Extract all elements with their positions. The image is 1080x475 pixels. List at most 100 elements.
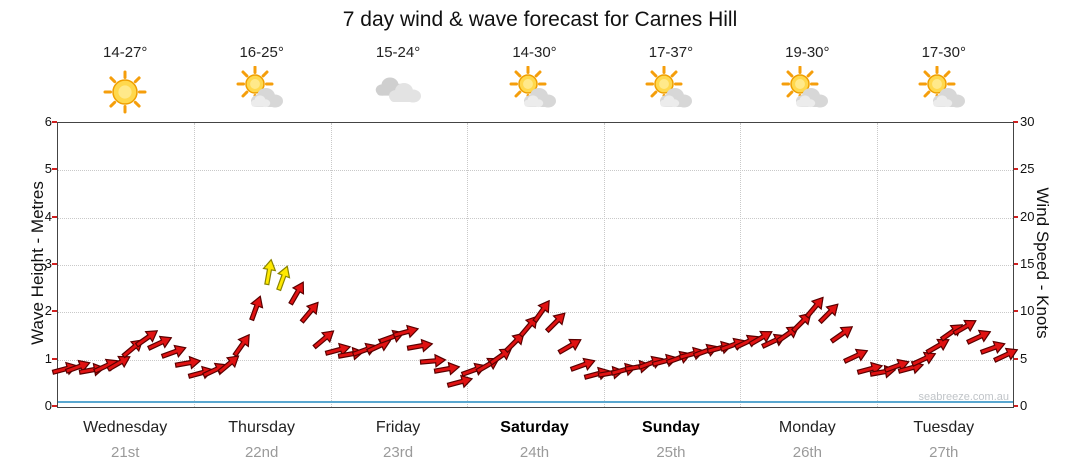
wind-arrow [296, 297, 325, 327]
left-axis-tick-mark [52, 405, 57, 407]
right-axis-tick-mark [1013, 357, 1018, 360]
day-date-label: 25th [656, 444, 686, 461]
partly-cloudy-icon [916, 65, 972, 118]
wind-arrow [445, 372, 475, 393]
forecast-chart-plot-area: seabreeze.com.au [51, 122, 1019, 408]
day-temperature-range: 17-37° [648, 44, 694, 61]
watermark: seabreeze.com.au [918, 391, 1010, 403]
day-temperature-range: 14-27° [103, 44, 148, 61]
wind-arrow [950, 313, 981, 339]
day-temperature-range: 14-30° [512, 44, 557, 61]
wind-arrow [827, 320, 858, 348]
wind-arrow-strong [260, 257, 279, 286]
left-axis-tick-mark [52, 121, 57, 123]
wind-arrow [145, 330, 176, 355]
right-axis-tick-label: 20 [1020, 208, 1035, 224]
cloudy-icon [370, 66, 426, 118]
day-date-label: 23rd [383, 444, 414, 461]
wind-arrow [528, 296, 556, 327]
wind-arrow [568, 354, 599, 377]
left-axis-tick-mark [52, 168, 57, 171]
day-temperature-range: 17-30° [921, 44, 966, 61]
left-axis-tick-label: 2 [44, 303, 52, 319]
left-axis-tick-label: 5 [44, 161, 52, 177]
wind-arrow [500, 327, 530, 357]
vertical-gridline [330, 123, 332, 407]
wind-arrow [323, 339, 353, 360]
right-axis-tick-label: 0 [1020, 398, 1028, 413]
wind-arrow [909, 346, 940, 371]
day-name-label: Monday [778, 419, 836, 436]
wind-arrow-strong [271, 263, 294, 294]
day-temperature-range: 16-25° [239, 44, 284, 61]
left-axis-tick-mark [52, 310, 57, 313]
day-name-label: Tuesday [913, 419, 975, 436]
wind-arrow [131, 324, 162, 352]
day-temperature-range: 15-24° [375, 44, 421, 61]
right-axis-tick-mark [1013, 263, 1018, 265]
wind-arrow [486, 342, 517, 370]
day-date-label: 24th [519, 444, 550, 461]
vertical-gridline [194, 123, 196, 407]
left-axis-tick-mark [52, 263, 57, 265]
horizontal-gridline [58, 170, 1013, 172]
wind-arrow [284, 278, 310, 309]
wind-arrow [405, 337, 434, 356]
wind-arrow [814, 298, 844, 328]
right-axis-tick-mark [1013, 168, 1018, 171]
wind-arrow [309, 324, 339, 353]
day-name-label: Saturday [500, 419, 569, 436]
wind-arrow [745, 325, 776, 351]
left-axis-tick-mark [52, 215, 57, 218]
right-axis-tick-mark [1013, 121, 1018, 123]
left-axis-tick-label: 0 [44, 398, 52, 413]
wind-arrow [228, 330, 256, 361]
wind-arrow [801, 291, 830, 321]
day-name-label: Wednesday [83, 419, 168, 436]
wind-arrow [541, 307, 571, 337]
wind-arrow [923, 333, 954, 359]
wind-arrow [991, 342, 1022, 367]
right-axis-tick-label: 10 [1020, 303, 1035, 319]
wind-arrow [841, 343, 872, 368]
right-axis-tick-label: 25 [1020, 161, 1035, 177]
wind-arrow [554, 333, 585, 359]
horizontal-gridline [58, 265, 1013, 266]
left-axis-tick-mark [52, 357, 57, 360]
day-name-label: Sunday [642, 419, 700, 436]
day-date-label: 27th [929, 444, 959, 461]
partly-cloudy-icon [507, 65, 563, 118]
right-axis-tick-mark [1013, 215, 1018, 218]
wind-arrow [104, 350, 135, 376]
sunny-icon [97, 66, 153, 118]
day-name-label: Friday [375, 419, 421, 436]
vertical-gridline [603, 123, 605, 407]
vertical-gridline [876, 123, 878, 407]
horizontal-gridline [58, 359, 1013, 361]
wave-height-line [58, 401, 1013, 404]
horizontal-gridline [58, 312, 1013, 314]
left-axis-tick-label: 6 [44, 114, 52, 129]
day-name-label: Thursday [228, 419, 295, 436]
partly-cloudy-icon [643, 65, 699, 118]
vertical-gridline [467, 123, 469, 407]
wind-arrow [963, 324, 994, 349]
left-axis-tick-label: 3 [44, 256, 52, 271]
wind-arrow [77, 360, 106, 379]
wind-arrow [391, 321, 421, 342]
wind-arrow [363, 334, 394, 359]
wind-arrow [419, 352, 447, 369]
partly-cloudy-icon [779, 65, 835, 118]
day-date-label: 21st [111, 444, 140, 461]
wind-arrow [213, 350, 243, 379]
wind-arrow [787, 307, 817, 337]
right-axis-tick-label: 5 [1020, 350, 1028, 366]
right-axis-tick-label: 30 [1020, 114, 1035, 129]
right-axis-tick-mark [1013, 405, 1018, 407]
wind-arrow [432, 359, 461, 378]
partly-cloudy-icon [234, 65, 290, 118]
wind-arrow [173, 354, 202, 373]
horizontal-gridline [58, 217, 1013, 219]
wind-arrow [977, 337, 1008, 360]
day-date-label: 22nd [244, 444, 279, 461]
